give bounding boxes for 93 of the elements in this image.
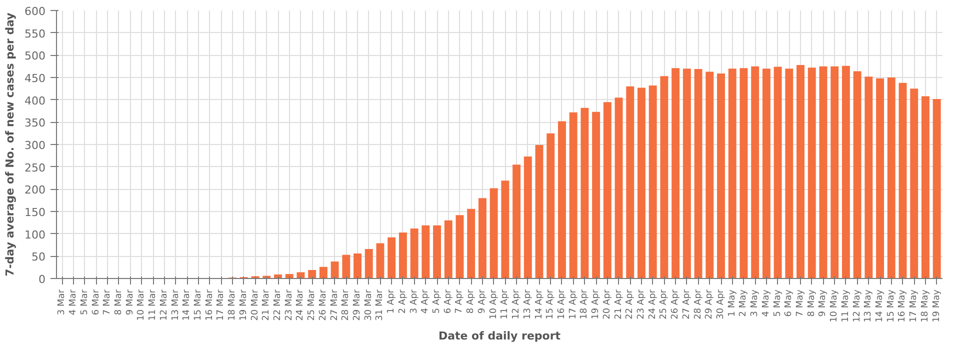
x-tick-label: 6 May — [784, 288, 794, 317]
x-tick-label: 28 Apr — [693, 289, 704, 320]
x-tick-label: 3 May — [750, 288, 760, 317]
x-tick-label: 10 Apr — [488, 289, 499, 320]
y-tick-label: 350 — [24, 116, 46, 130]
x-tick-label: 7 May — [796, 288, 806, 317]
x-tick-label: 7 Mar — [102, 289, 113, 316]
x-tick-label: 4 Apr — [420, 289, 431, 314]
x-tick-label: 25 Mar — [307, 289, 318, 321]
x-tick-label: 16 Mar — [204, 289, 215, 321]
x-tick-label: 8 Apr — [466, 289, 476, 314]
y-tick-label: 150 — [24, 206, 46, 219]
y-tick-label: 300 — [24, 139, 46, 152]
x-tick-label: 22 Apr — [625, 289, 636, 320]
x-tick-label: 11 Mar — [148, 289, 158, 321]
x-tick-label: 18 Apr — [580, 289, 590, 320]
x-tick-label: 9 Mar — [125, 289, 136, 316]
x-tick-label: 6 Mar — [91, 289, 102, 316]
x-tick-label: 30 Apr — [716, 289, 726, 320]
x-tick-label: 16 May — [898, 288, 908, 322]
x-tick-label: 26 Mar — [318, 289, 328, 321]
y-tick-label: 0 — [38, 273, 46, 286]
x-tick-label: 2 May — [738, 288, 749, 317]
x-tick-label: 11 Apr — [500, 289, 510, 320]
x-tick-label: 3 Apr — [409, 289, 420, 314]
x-tick-label: 22 Mar — [273, 289, 283, 321]
y-tick-label: 450 — [24, 72, 46, 85]
y-tick-label: 550 — [24, 27, 46, 40]
y-tick-label: 600 — [24, 5, 46, 18]
y-tick-label: 100 — [24, 228, 46, 242]
x-tick-label: 13 Mar — [170, 289, 181, 321]
x-tick-label: 30 Mar — [364, 289, 374, 321]
x-tick-label: 16 Apr — [556, 289, 567, 320]
x-tick-label: 8 May — [806, 288, 817, 317]
x-tick-label: 17 Mar — [216, 289, 226, 321]
y-tick-label: 50 — [32, 250, 46, 264]
x-tick-label: 8 Mar — [114, 289, 124, 316]
x-tick-label: 12 May — [852, 288, 862, 322]
y-axis-title: 7-day average of No. of new cases per day — [4, 12, 17, 276]
x-tick-label: 20 Apr — [602, 289, 612, 320]
x-tick-label: 9 Apr — [477, 289, 488, 314]
x-tick-label: 7 Apr — [454, 289, 465, 314]
x-tick-label: 1 May — [727, 288, 738, 317]
x-tick-label: 13 Apr — [522, 289, 533, 320]
x-tick-label: 28 Mar — [341, 289, 352, 321]
x-tick-label: 23 Mar — [284, 289, 294, 321]
x-tick-label: 10 Mar — [136, 289, 147, 321]
x-tick-label: 9 May — [818, 288, 828, 317]
x-tick-label: 5 May — [772, 288, 783, 317]
x-tick-label: 19 Mar — [238, 289, 249, 321]
x-tick-label: 15 Mar — [193, 289, 204, 321]
x-tick-label: 5 Mar — [80, 289, 90, 316]
x-tick-label: 6 Apr — [443, 289, 454, 314]
x-tick-label: 29 Apr — [704, 289, 715, 320]
x-tick-label: 27 Apr — [682, 289, 692, 320]
x-tick-label: 4 May — [761, 288, 772, 317]
x-tick-label: 2 Apr — [398, 289, 408, 314]
x-tick-label: 19 Apr — [591, 289, 602, 320]
x-tick-label: 13 May — [864, 288, 874, 322]
x-tick-label: 14 Mar — [182, 289, 192, 321]
x-tick-label: 15 May — [886, 288, 896, 322]
x-tick-label: 29 Mar — [352, 289, 363, 321]
x-tick-label: 27 Mar — [330, 289, 340, 321]
x-tick-label: 17 Apr — [568, 289, 578, 320]
x-tick-label: 17 May — [909, 288, 920, 322]
x-tick-label: 21 Mar — [262, 289, 272, 321]
x-tick-label: 19 May — [932, 288, 942, 322]
x-tick-label: 18 Mar — [228, 289, 238, 321]
y-tick-label: 500 — [24, 50, 46, 63]
x-tick-label: 11 May — [840, 288, 851, 322]
x-tick-label: 24 Mar — [296, 289, 306, 321]
x-tick-label: 20 Mar — [250, 289, 260, 321]
y-tick-label: 400 — [24, 94, 46, 108]
x-tick-label: 18 May — [920, 288, 930, 322]
x-tick-label: 10 May — [830, 288, 840, 322]
x-tick-label: 24 Apr — [648, 289, 658, 320]
x-tick-label: 12 Apr — [512, 289, 522, 320]
y-tick-label: 250 — [24, 161, 46, 174]
x-tick-label: 31 Mar — [375, 289, 386, 321]
x-tick-label: 5 Apr — [432, 289, 442, 314]
x-tick-label: 1 Apr — [386, 289, 397, 314]
x-tick-label: 4 Mar — [68, 289, 79, 316]
x-tick-label: 14 May — [875, 288, 886, 322]
y-tick-label: 200 — [24, 184, 46, 197]
x-tick-label: 3 Mar — [57, 289, 68, 316]
x-tick-label: 23 Apr — [636, 289, 646, 320]
x-axis-title: Date of daily report — [438, 329, 561, 342]
x-tick-label: 21 Apr — [614, 289, 624, 320]
x-tick-label: 12 Mar — [159, 289, 170, 321]
x-tick-label: 25 Apr — [659, 289, 670, 320]
x-tick-label: 15 Apr — [546, 289, 556, 320]
x-tick-label: 26 Apr — [670, 289, 681, 320]
x-tick-label: 14 Apr — [534, 289, 544, 320]
